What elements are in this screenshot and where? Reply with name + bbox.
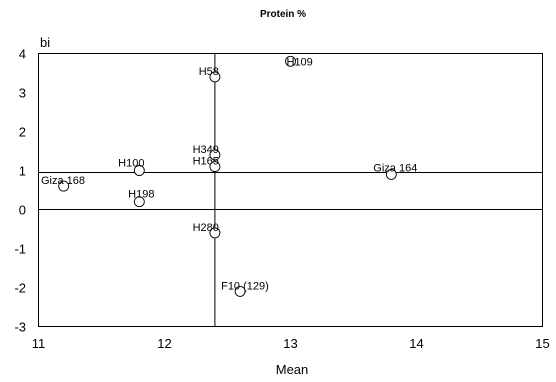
y-tick-labels: -3 -2 -1 0 1 2 3 4 xyxy=(14,47,26,335)
point-label: F10 (129) xyxy=(221,280,269,292)
point-label: Giza 168 xyxy=(41,175,85,187)
y-tick-label: -1 xyxy=(14,242,26,257)
y-tick-label: 2 xyxy=(19,125,26,140)
point-marker xyxy=(209,161,221,173)
point-marker xyxy=(209,71,221,83)
point-label: Giza 164 xyxy=(373,162,417,174)
y-tick-label: 1 xyxy=(19,164,26,179)
data-point: Giza 164 xyxy=(373,162,417,180)
point-label: H349 xyxy=(193,144,219,156)
point-label: H198 xyxy=(128,189,154,201)
x-tick-label: 14 xyxy=(409,336,423,351)
data-point: H198 xyxy=(128,189,154,208)
chart-title: Protein % xyxy=(260,9,306,20)
point-label: H165 xyxy=(193,156,219,168)
reference-lines xyxy=(38,53,543,327)
y-tick-label: 0 xyxy=(19,203,26,218)
point-marker xyxy=(385,168,397,180)
point-marker xyxy=(209,149,221,161)
point-label: H58 xyxy=(199,66,219,78)
point-label: H109 xyxy=(287,56,313,68)
data-point: H100 xyxy=(118,158,145,176)
x-tick-label: 13 xyxy=(283,336,297,351)
data-point: H349 xyxy=(193,144,221,161)
point-marker xyxy=(234,285,246,297)
plot-area-frame xyxy=(38,53,543,327)
point-label: H100 xyxy=(118,158,144,170)
x-tick-labels: 11 12 13 14 15 xyxy=(32,336,550,351)
y-tick-label: -2 xyxy=(14,281,26,296)
x-tick-label: 11 xyxy=(32,336,46,351)
x-tick-label: 12 xyxy=(157,336,171,351)
data-point: F10 (129) xyxy=(221,280,269,297)
x-tick-label: 15 xyxy=(535,336,549,351)
point-marker xyxy=(133,196,145,208)
point-marker xyxy=(285,55,296,67)
point-marker xyxy=(58,180,70,192)
y-axis-label: bi xyxy=(40,35,50,50)
data-point: H109 xyxy=(285,55,313,68)
data-point: H58 xyxy=(199,66,221,83)
point-marker xyxy=(209,227,221,239)
x-axis-label: Mean xyxy=(276,362,309,377)
data-point: H165 xyxy=(193,156,221,173)
y-tick-label: -3 xyxy=(14,320,26,335)
y-tick-label: 4 xyxy=(19,47,26,62)
point-label: H280 xyxy=(193,222,219,234)
data-point: Giza 168 xyxy=(41,175,85,192)
data-point: H280 xyxy=(193,222,221,239)
point-marker xyxy=(133,165,145,176)
y-tick-label: 3 xyxy=(19,86,26,101)
